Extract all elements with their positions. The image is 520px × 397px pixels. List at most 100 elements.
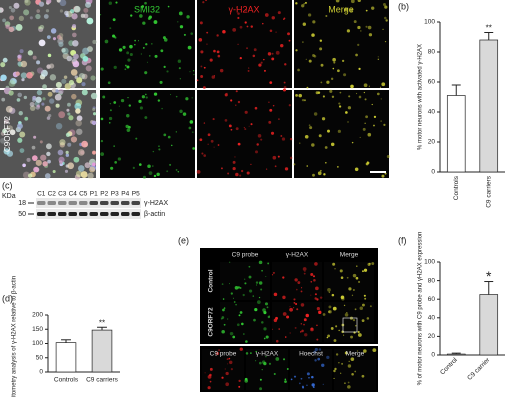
micrograph-spot <box>24 116 29 121</box>
micrograph-spot <box>351 372 354 376</box>
micrograph-spot <box>330 77 334 81</box>
micrograph-spot <box>145 43 148 46</box>
micrograph-spot <box>365 25 368 28</box>
micrograph-spot <box>384 5 388 9</box>
micrograph-spot <box>258 63 262 67</box>
micrograph-spot <box>259 378 262 381</box>
blot <box>36 209 141 219</box>
micrograph-spot <box>275 316 278 320</box>
micrograph-spot <box>199 21 203 25</box>
micrograph-spot <box>302 22 306 26</box>
micrograph-spot <box>380 98 382 100</box>
micrograph-spot <box>367 25 372 30</box>
blot-band <box>68 212 77 216</box>
micrograph-spot <box>320 63 324 67</box>
micrograph-spot <box>332 57 336 62</box>
micrograph-spot <box>200 65 203 68</box>
y-tick-label: 40 <box>428 315 436 322</box>
micrograph-spot <box>320 81 323 84</box>
micrograph-spot <box>215 351 220 356</box>
y-tick-label: 60 <box>428 79 436 86</box>
micrograph-spot <box>350 357 355 361</box>
micrograph-spot <box>108 116 113 121</box>
micrograph-spot <box>314 297 317 300</box>
micrograph-spot <box>268 101 270 103</box>
micrograph-spot <box>362 270 364 273</box>
micrograph-spot <box>188 126 192 130</box>
micrograph-spot <box>67 162 75 170</box>
lane-label: P3 <box>111 191 119 198</box>
micrograph-spot <box>293 298 296 301</box>
micrograph-spot <box>341 59 345 63</box>
micrograph-spot <box>244 379 249 383</box>
micrograph-spot <box>127 58 131 62</box>
micrograph-spot <box>18 111 23 116</box>
micrograph-spot <box>237 43 239 45</box>
micrograph-spot <box>229 331 234 336</box>
micrograph-spot <box>233 301 236 303</box>
micrograph-spot <box>303 323 305 326</box>
micrograph-spot <box>84 162 91 169</box>
micrograph-spot <box>177 21 179 23</box>
micrograph-spot <box>29 105 36 111</box>
micrograph-spot <box>9 77 17 85</box>
micrograph-spot <box>248 265 251 268</box>
micrograph-spot <box>377 58 380 61</box>
micrograph-spot <box>326 355 330 360</box>
micrograph-spot <box>361 303 365 307</box>
micrograph-spot <box>255 360 257 362</box>
micrograph-spot <box>209 58 213 62</box>
micrograph-spot <box>90 75 96 81</box>
column-label: Merge <box>340 252 359 259</box>
micrograph-spot <box>28 173 33 178</box>
micrograph-spot <box>2 18 6 23</box>
micrograph-spot <box>323 173 326 176</box>
micrograph-spot <box>315 91 319 95</box>
micrograph-spot <box>225 382 230 387</box>
micrograph-spot <box>179 78 181 80</box>
micrograph-spot <box>15 71 20 76</box>
micrograph-spot <box>268 362 272 365</box>
blot-band <box>58 201 67 205</box>
micrograph <box>294 0 389 88</box>
micrograph-spot <box>253 48 257 52</box>
micrograph-spot <box>139 106 143 110</box>
micrograph-spot <box>267 262 270 265</box>
micrograph-spot <box>330 327 334 330</box>
lane-label: P2 <box>100 191 108 198</box>
significance-label: ** <box>99 318 105 327</box>
micrograph-spot <box>324 146 328 149</box>
micrograph-spot <box>228 357 231 360</box>
micrograph-spot <box>38 1 45 7</box>
micrograph-spot <box>332 262 336 266</box>
micrograph-spot <box>307 13 312 17</box>
micrograph-spot <box>335 325 338 328</box>
micrograph-spot <box>124 64 127 67</box>
micrograph-spot <box>85 65 92 72</box>
micrograph-spot <box>289 332 291 334</box>
micrograph-spot <box>83 7 89 13</box>
micrograph-spot <box>308 376 310 379</box>
micrograph-spot <box>298 382 301 385</box>
y-tick-label: 20 <box>428 333 436 340</box>
significance-label: * <box>486 268 492 284</box>
micrograph-spot <box>22 171 30 179</box>
micrograph-spot <box>130 14 133 17</box>
x-tick-label: Controls <box>54 377 79 384</box>
micrograph-spot <box>310 327 314 332</box>
micrograph-spot <box>258 260 263 265</box>
micrograph-spot <box>339 269 343 273</box>
blot-band <box>68 201 77 205</box>
micrograph-spot <box>371 6 375 10</box>
micrograph-spot <box>132 166 135 169</box>
micrograph-spot <box>304 134 309 139</box>
micrograph-spot <box>221 329 225 334</box>
y-tick-label: 50 <box>36 354 44 361</box>
micrograph-spot <box>364 122 366 125</box>
blot-band <box>110 201 119 205</box>
blot-band <box>58 212 67 216</box>
micrograph-spot <box>343 334 345 336</box>
micrograph-spot <box>179 109 183 114</box>
micrograph-spot <box>72 40 79 47</box>
micrograph-spot <box>177 59 182 63</box>
